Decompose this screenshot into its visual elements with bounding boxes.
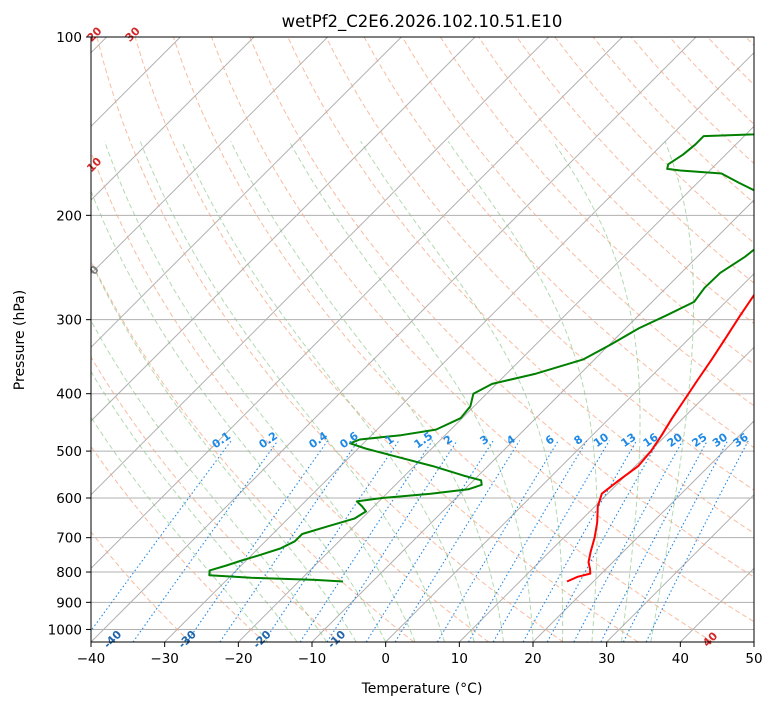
mixing-ratio-line	[546, 440, 660, 642]
dry-adiabat-line	[91, 150, 489, 642]
mixing-ratio-line	[186, 440, 329, 642]
y-tick-label: 800	[56, 565, 82, 581]
moist-adiabat-line	[230, 141, 504, 642]
dry-adiabat-line	[91, 531, 191, 642]
moist-adiabat-line	[91, 319, 328, 642]
mixing-ratio-line	[522, 440, 638, 642]
x-tick-label: 30	[598, 651, 615, 667]
isotherm-line	[385, 272, 754, 642]
mixing-ratio-line	[394, 440, 521, 642]
isotherm-line	[532, 420, 754, 642]
mixing-ratio-line	[645, 440, 749, 642]
moist-adiabat-line	[139, 141, 446, 642]
moist-adiabat-line	[447, 141, 598, 642]
isotherm-line	[91, 37, 697, 642]
dry-adiabat-line	[439, 37, 754, 366]
moist-adiabat-line	[104, 141, 416, 642]
dry-adiabat-line	[211, 37, 754, 623]
moist-adiabat-line	[650, 141, 694, 642]
y-tick-label: 700	[56, 531, 82, 547]
isotherm-line	[164, 51, 754, 642]
isotherm-line	[91, 37, 329, 275]
y-tick-label: 100	[56, 30, 82, 46]
dry-adiabat-line	[401, 37, 754, 407]
chart-title: wetPf2_C2E6.2026.102.10.51.E10	[282, 12, 563, 32]
y-tick-label: 1000	[48, 622, 82, 638]
dry-adiabat-line	[134, 37, 639, 642]
x-axis-label: Temperature (°C)	[361, 681, 483, 697]
dry-adiabat-line	[91, 259, 415, 642]
dry-adiabat-line	[325, 37, 754, 491]
dewpoint-profile-line	[208, 133, 754, 583]
y-tick-label: 500	[56, 444, 82, 460]
mixing-ratio-line	[91, 440, 232, 632]
mixing-ratio-line	[365, 440, 494, 642]
y-tick-label: 600	[56, 491, 82, 507]
dry-adiabat-line	[249, 37, 754, 578]
isotherm-line	[237, 125, 754, 642]
mixing-ratio-line	[132, 440, 279, 642]
dry-adiabat-line	[172, 37, 713, 642]
moist-adiabat-line	[91, 260, 357, 642]
y-axis-label: Pressure (hPa)	[12, 290, 28, 390]
x-tick-label: 40	[672, 651, 689, 667]
mixing-ratio-line	[299, 440, 433, 642]
mixing-ratio-line	[436, 440, 559, 642]
x-tick-label: −20	[224, 651, 253, 667]
mixing-ratio-line	[326, 440, 458, 642]
mixing-ratio-line	[573, 440, 684, 642]
isotherm-line	[458, 346, 754, 642]
axes: −40 −30 −20 −10 0 10 20 30 40 50 100 200 300 400 500 60…	[48, 30, 763, 667]
y-tick-label: 900	[56, 595, 82, 611]
x-tick-label: 50	[745, 651, 762, 667]
isotherm-line	[91, 37, 402, 349]
moist-adiabat-line	[181, 141, 475, 642]
moist-adiabat-line	[91, 416, 269, 642]
moist-adiabat-line	[552, 141, 641, 642]
x-tick-label: −40	[77, 651, 106, 667]
mixing-ratio-line	[492, 440, 610, 642]
isotherm-line	[91, 37, 476, 422]
isotherm-line	[753, 641, 754, 642]
mixing-ratio-line	[263, 440, 400, 642]
y-tick-label: 300	[56, 313, 82, 329]
isotherm-line	[91, 37, 623, 570]
moist-adiabat-line	[360, 141, 564, 642]
plot-frame	[90, 36, 755, 643]
mixing-ratio-line	[468, 440, 588, 642]
isotherm-line	[91, 37, 550, 496]
isotherm-line	[606, 493, 754, 642]
temperature-profile-line	[566, 293, 754, 583]
x-tick-label: 0	[381, 651, 390, 667]
y-tick-label: 200	[56, 208, 82, 224]
profile-lines	[208, 133, 754, 583]
y-tick-label: 400	[56, 387, 82, 403]
x-tick-label: 10	[451, 651, 468, 667]
plot-area	[91, 37, 754, 642]
dry-adiabat-line	[91, 445, 265, 642]
background-lines	[91, 37, 754, 642]
moist-adiabat-line	[91, 370, 298, 642]
dry-adiabat-line	[516, 37, 754, 284]
x-tick-label: 20	[524, 651, 541, 667]
isotherm-line	[91, 37, 255, 201]
moist-adiabat-line	[288, 141, 534, 642]
x-tick-label: −10	[298, 651, 327, 667]
dry-adiabat-line	[91, 356, 340, 642]
dry-adiabat-line	[96, 37, 564, 642]
x-tick-label: −30	[150, 651, 179, 667]
